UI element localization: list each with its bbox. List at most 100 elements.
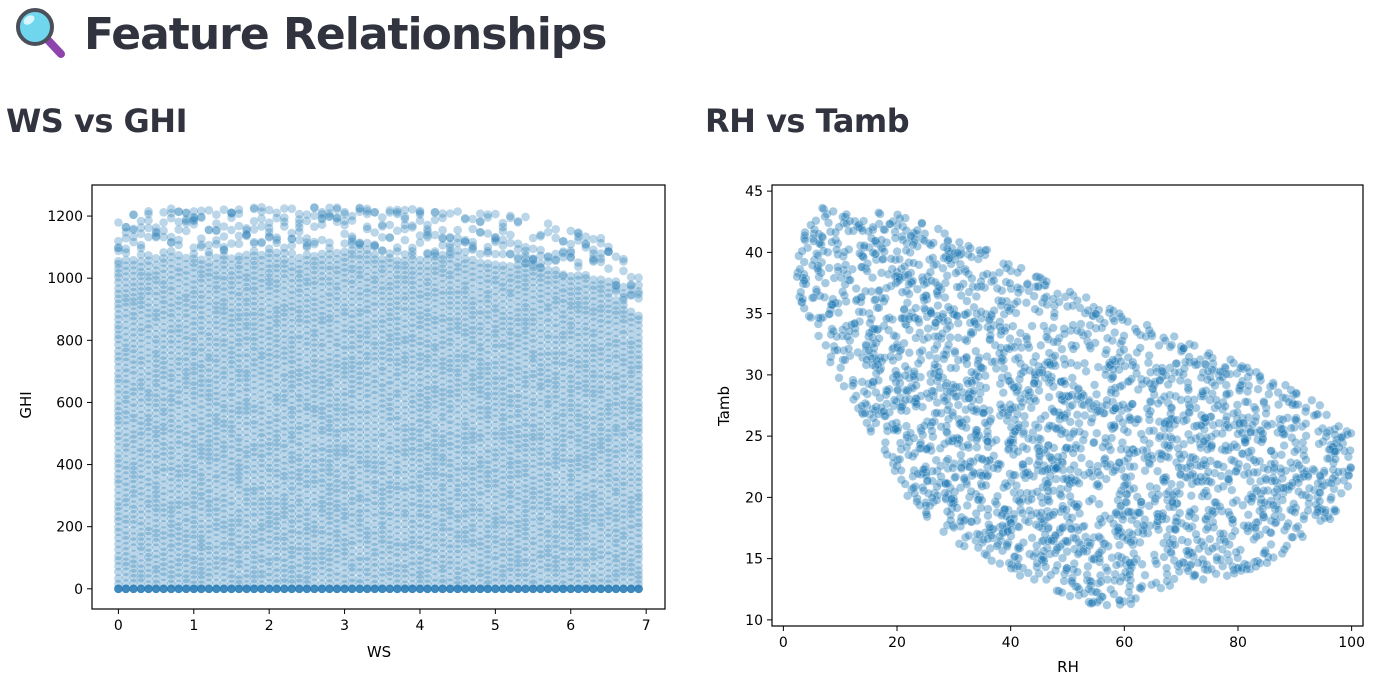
scatter-point: [604, 264, 613, 273]
ws-ghi-xlabel: WS: [367, 643, 391, 661]
scatter-point: [310, 270, 319, 280]
scatter-point: [506, 230, 515, 240]
scatter-point: [325, 414, 334, 423]
scatter-point: [257, 389, 266, 398]
scatter-point: [340, 507, 349, 516]
scatter-point: [227, 434, 236, 443]
scatter-point: [317, 266, 327, 275]
scatter-point: [212, 413, 221, 422]
scatter-point: [355, 265, 365, 275]
scatter-point: [302, 366, 312, 375]
scatter-point: [378, 432, 387, 442]
scatter-point: [242, 483, 251, 492]
scatter-point: [287, 365, 297, 375]
scatter-point: [189, 418, 199, 427]
scatter-point: [385, 297, 395, 306]
scatter-point: [347, 260, 357, 269]
scatter-point: [415, 306, 425, 315]
scatter-point: [513, 217, 523, 226]
heading-ws-vs-ghi: WS vs GHI: [6, 102, 187, 140]
scatter-point: [408, 573, 417, 582]
scatter-point: [114, 264, 123, 273]
scatter-point: [234, 401, 244, 410]
scatter-point: [166, 466, 176, 476]
scatter-point: [174, 267, 183, 277]
scatter-point: [393, 502, 402, 512]
scatter-point: [295, 363, 304, 373]
scatter-point: [551, 225, 560, 234]
scatter-point: [129, 255, 138, 265]
scatter-point: [189, 500, 199, 510]
scatter-point: [227, 392, 236, 402]
scatter-point: [136, 431, 146, 440]
scatter-point: [257, 411, 266, 420]
scatter-point: [325, 352, 334, 362]
scatter-point: [257, 423, 266, 432]
scatter-point: [219, 546, 229, 555]
scatter-point: [589, 234, 598, 244]
scatter-point: [144, 449, 153, 459]
scatter-point: [151, 233, 161, 242]
scatter-point: [166, 393, 176, 403]
scatter-point: [181, 352, 191, 362]
scatter-point: [264, 552, 274, 562]
scatter-point: [129, 328, 138, 337]
scatter-point: [204, 519, 214, 529]
scatter-point: [249, 539, 259, 549]
scatter-point: [129, 489, 138, 498]
scatter-point: [325, 211, 334, 221]
scatter-point: [393, 520, 402, 529]
scatter-point: [287, 335, 297, 345]
scatter-point: [393, 301, 402, 310]
scatter-point: [114, 545, 123, 555]
scatter-point: [347, 567, 357, 576]
scatter-point: [378, 254, 387, 264]
scatter-point: [317, 520, 327, 529]
scatter-point: [197, 455, 206, 465]
scatter-point: [151, 312, 161, 322]
scatter-point: [144, 313, 153, 323]
scatter-point: [287, 554, 297, 564]
scatter-point: [400, 351, 410, 360]
scatter-point: [393, 548, 402, 557]
scatter-point: [249, 353, 259, 362]
scatter-point: [249, 497, 259, 506]
scatter-point: [136, 271, 146, 281]
scatter-point: [340, 278, 349, 288]
scatter-point: [347, 501, 357, 511]
scatter-point: [144, 472, 153, 482]
scatter-point: [310, 515, 319, 524]
scatter-point: [287, 313, 297, 322]
scatter-point: [129, 344, 138, 354]
scatter-point: [197, 552, 206, 562]
scatter-point: [242, 530, 251, 540]
scatter-point: [310, 239, 319, 249]
scatter-point: [415, 448, 425, 457]
scatter-point: [295, 278, 304, 288]
scatter-point: [370, 508, 380, 517]
scatter-point: [136, 311, 146, 320]
scatter-point: [159, 295, 168, 305]
scatter-point: [136, 532, 146, 541]
scatter-point: [355, 455, 365, 465]
scatter-point: [415, 408, 425, 417]
scatter-point: [234, 475, 244, 485]
scatter-point: [378, 372, 387, 381]
scatter-point: [121, 347, 131, 357]
scatter-point: [287, 290, 297, 300]
scatter-point: [362, 347, 372, 356]
scatter-point: [634, 273, 643, 282]
scatter-point: [272, 389, 282, 398]
scatter-point: [121, 255, 131, 265]
scatter-point: [302, 250, 312, 260]
scatter-point: [325, 568, 334, 577]
scatter-point: [393, 563, 402, 573]
scatter-point: [347, 547, 357, 556]
scatter-point: [280, 514, 289, 524]
scatter-point: [264, 546, 274, 555]
scatter-point: [212, 518, 221, 527]
scatter-point: [438, 209, 447, 218]
scatter-point: [310, 211, 319, 221]
x-tick-label: 5: [491, 618, 500, 634]
scatter-point: [197, 570, 206, 580]
